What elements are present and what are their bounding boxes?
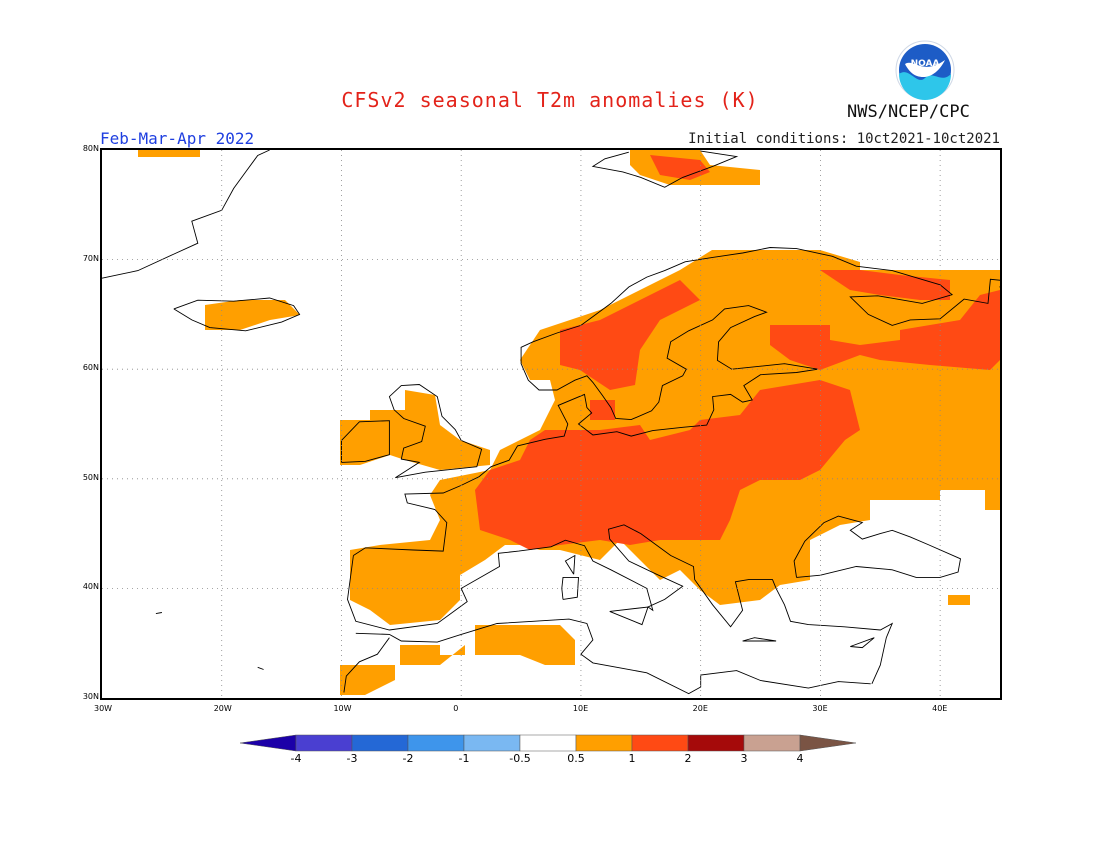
- coast-sardinia: [561, 576, 579, 600]
- initial-conditions-label: Initial conditions: 10ct2021-10ct2021: [688, 131, 1000, 147]
- colorbar-segment: [463, 734, 521, 752]
- agency-label: NWS/NCEP/CPC: [847, 102, 970, 122]
- lon-label: 10E: [572, 704, 589, 713]
- anomaly-region-british-isles: [340, 390, 490, 470]
- colorbar: [239, 734, 857, 752]
- coast-south-europe: [347, 524, 894, 684]
- colorbar-segment: [295, 734, 353, 752]
- anomaly-region-scandinavia-red: [560, 280, 700, 390]
- lat-label: 30N: [82, 692, 99, 701]
- lat-label: 70N: [82, 253, 99, 263]
- map-border: [100, 148, 1002, 700]
- colorbar-segment: [519, 734, 577, 752]
- colorbar-segment: [575, 734, 633, 752]
- anomaly-region-russia-red: [770, 290, 1000, 370]
- lat-label: 50N: [82, 472, 99, 482]
- coast-ireland: [341, 420, 390, 463]
- colorbar-label: -0.5: [509, 752, 531, 765]
- colorbar-label: -1: [458, 752, 470, 765]
- lon-label: 10W: [333, 704, 352, 713]
- colorbar-arrow-left: [239, 734, 297, 752]
- noaa-logo: NOAA: [895, 40, 955, 100]
- lon-label: 20E: [692, 704, 708, 713]
- coast-cyprus: [850, 637, 875, 649]
- coastlines: [101, 149, 1002, 695]
- anomaly-region-caspian: [948, 595, 970, 605]
- coast-black-sea: [793, 515, 962, 578]
- anomaly-region-morocco: [340, 665, 395, 695]
- colorbar-segment: [407, 734, 465, 752]
- lon-label: 30E: [812, 704, 828, 713]
- chart-title: CFSv2 seasonal T2m anomalies (K): [341, 88, 759, 112]
- anomaly-region-denmark-red: [590, 400, 615, 420]
- colorbar-segment: [743, 734, 801, 752]
- colorbar-label: 0.5: [567, 752, 585, 765]
- anomaly-map: [100, 148, 1002, 700]
- coast-north-europe: [353, 247, 1002, 556]
- colorbar-label: -3: [346, 752, 358, 765]
- lon-label: 30W: [94, 704, 113, 713]
- anomaly-region-svalbard-red: [650, 155, 710, 180]
- coast-madeira: [257, 666, 264, 670]
- lat-label: 60N: [82, 363, 99, 373]
- colorbar-arrow-right: [799, 734, 857, 752]
- colorbar-segment: [631, 734, 689, 752]
- colorbar-label: -4: [290, 752, 302, 765]
- colorbar-segment: [351, 734, 409, 752]
- coast-crete: [742, 637, 777, 642]
- colorbar-label: 4: [796, 752, 804, 765]
- anomaly-region-north-africa: [475, 625, 575, 665]
- anomaly-region-north-africa-west: [400, 645, 465, 665]
- anomaly-shading: [138, 150, 1000, 695]
- colorbar-label: 1: [628, 752, 636, 765]
- lon-label: 20W: [213, 704, 232, 713]
- coast-svalbard: [591, 150, 739, 188]
- coast-north-africa: [355, 618, 871, 695]
- colorbar-label: -2: [402, 752, 414, 765]
- svg-text:NOAA: NOAA: [911, 59, 940, 69]
- anomaly-region-central-europe-red: [475, 380, 860, 550]
- lon-label: 40E: [932, 704, 948, 713]
- coast-greenland: [101, 149, 270, 279]
- colorbar-segment: [687, 734, 745, 752]
- coast-sicily: [609, 606, 649, 626]
- lon-label: 0: [453, 704, 459, 713]
- season-label: Feb-Mar-Apr 2022: [100, 129, 255, 148]
- anomaly-region-kola-red: [820, 270, 950, 300]
- anomaly-region-greenland: [138, 150, 200, 157]
- lat-label: 40N: [82, 582, 99, 592]
- colorbar-label: 2: [684, 752, 692, 765]
- colorbar-label: 3: [740, 752, 748, 765]
- lat-label: 80N: [82, 144, 99, 153]
- anomaly-region-iceland: [205, 300, 300, 330]
- coast-great-britain: [388, 384, 483, 479]
- coast-corsica: [564, 554, 576, 575]
- coast-morocco: [343, 637, 390, 693]
